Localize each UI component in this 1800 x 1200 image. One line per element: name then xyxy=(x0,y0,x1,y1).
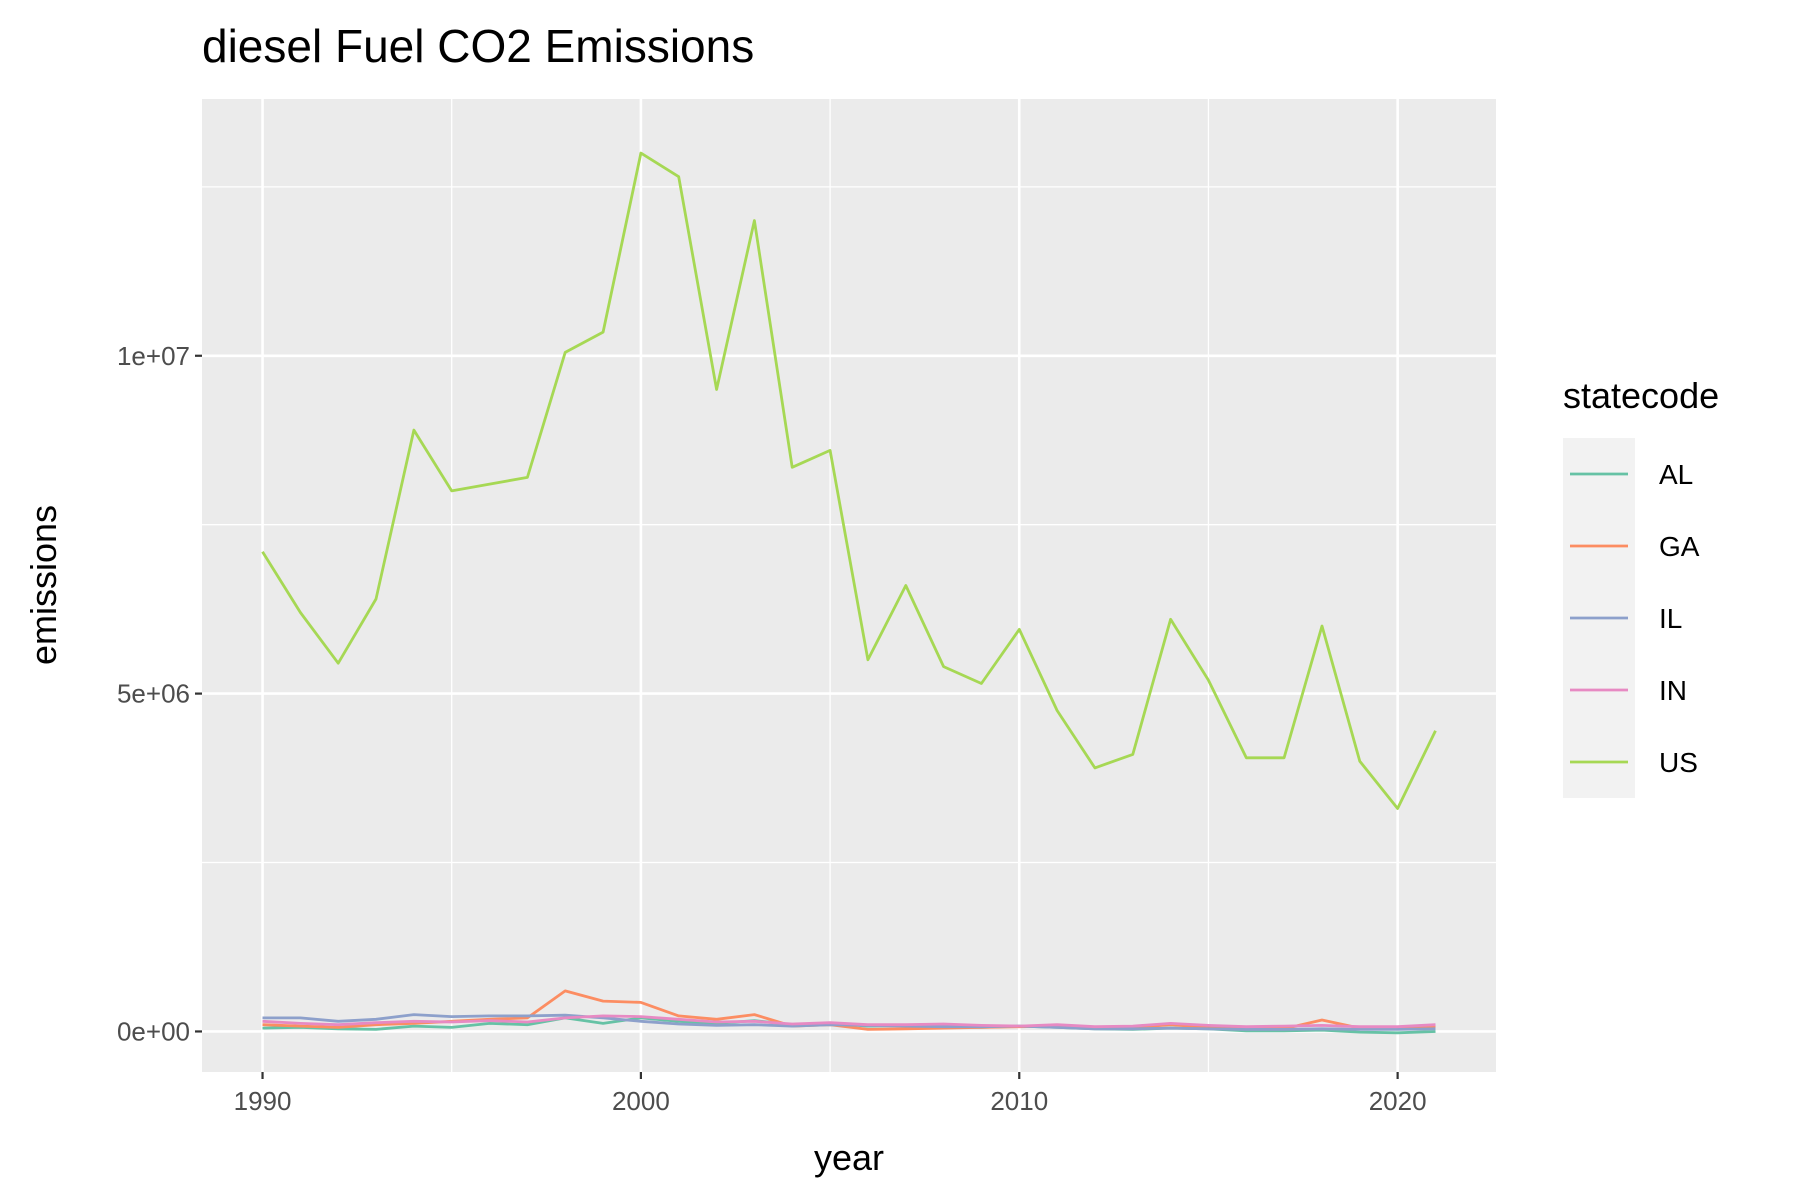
legend: AL GA IL IN US xyxy=(1570,459,1700,778)
legend-label-il: IL xyxy=(1659,603,1682,634)
chart-title: diesel Fuel CO2 Emissions xyxy=(202,20,754,72)
x-axis-title: year xyxy=(814,1137,884,1178)
x-tick-label: 1990 xyxy=(234,1086,292,1116)
legend-label-ga: GA xyxy=(1659,531,1700,562)
legend-label-us: US xyxy=(1659,747,1698,778)
legend-label-in: IN xyxy=(1659,675,1687,706)
grid-minor xyxy=(202,99,1496,1072)
grid-major xyxy=(202,99,1496,1072)
y-tick-label: 1e+07 xyxy=(117,341,190,371)
y-tick-label: 5e+06 xyxy=(117,679,190,709)
series-line-us xyxy=(261,151,1437,810)
x-tick-label: 2000 xyxy=(612,1086,670,1116)
y-tick-labels: 0e+00 5e+06 1e+07 xyxy=(117,341,190,1047)
legend-label-al: AL xyxy=(1659,459,1693,490)
axis-ticks xyxy=(195,354,1399,1079)
y-axis-title: emissions xyxy=(23,505,64,665)
x-tick-label: 2010 xyxy=(990,1086,1048,1116)
plot-background xyxy=(202,99,1496,1072)
x-tick-labels: 1990 2000 2010 2020 xyxy=(234,1086,1427,1116)
legend-title: statecode xyxy=(1563,375,1719,416)
y-tick-label: 0e+00 xyxy=(117,1016,190,1046)
series-line-in xyxy=(262,1014,1436,1029)
x-tick-label: 2020 xyxy=(1369,1086,1427,1116)
series-lines xyxy=(261,151,1437,1035)
